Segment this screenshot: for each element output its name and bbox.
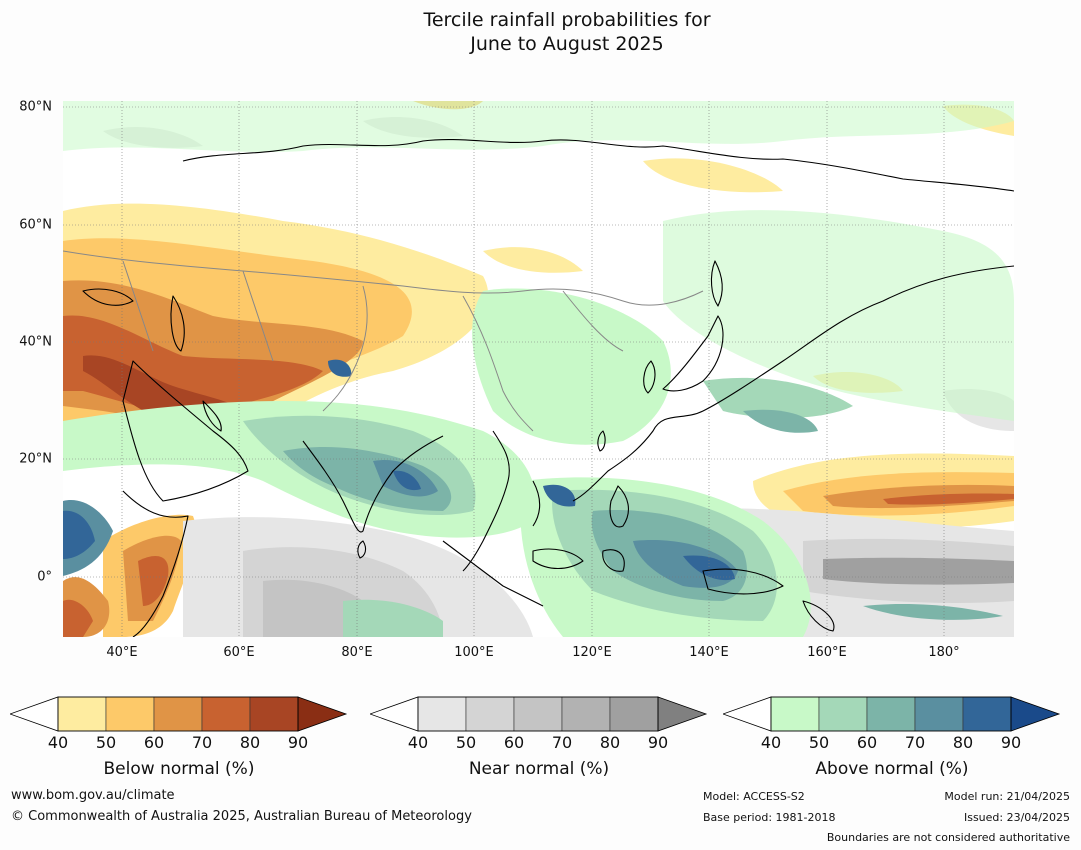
lon-label-60e: 60°E — [223, 645, 255, 660]
near-tick-90: 90 — [647, 733, 669, 752]
colorbar-right-extension — [297, 696, 348, 732]
above-tick-80: 80 — [952, 733, 974, 752]
colorbar-swatch-3 — [153, 696, 203, 732]
title-line-1: Tercile rainfall probabilities for — [423, 9, 711, 31]
above-tick-50: 50 — [808, 733, 830, 752]
model-run-text: Model run: 21/04/2025 — [944, 790, 1070, 803]
lon-label-180: 180° — [928, 645, 960, 660]
colorbar-swatch-2 — [105, 696, 155, 732]
near-tick-80: 80 — [599, 733, 621, 752]
lon-label-160e: 160°E — [807, 645, 847, 660]
colorbar-swatch-3 — [513, 696, 563, 732]
title-line-2: June to August 2025 — [470, 33, 664, 55]
near-tick-40: 40 — [407, 733, 429, 752]
near-tick-70: 70 — [551, 733, 573, 752]
copyright-text: © Commonwealth of Australia 2025, Austra… — [11, 809, 472, 824]
above-normal-colorbar — [723, 696, 1061, 732]
forecast-map-svg — [63, 101, 1014, 637]
colorbar-outline — [770, 696, 1012, 732]
colorbar-swatch-5 — [962, 696, 1012, 732]
lat-label-80n: 80°N — [19, 99, 52, 115]
lat-label-20n: 20°N — [19, 451, 52, 467]
above-normal-region — [63, 101, 1014, 637]
near-tick-50: 50 — [455, 733, 477, 752]
coastlines — [82, 139, 1014, 637]
near-normal-label: Near normal (%) — [468, 759, 610, 779]
near-normal-colorbar — [370, 696, 708, 732]
colorbar-swatch-4 — [561, 696, 611, 732]
map-title: Tercile rainfall probabilities for June … — [0, 8, 1081, 56]
colorbar-swatch-5 — [249, 696, 299, 732]
colorbar-left-extension — [10, 696, 59, 732]
lon-label-80e: 80°E — [341, 645, 373, 660]
colorbar-swatch-1 — [770, 696, 820, 732]
near-tick-60: 60 — [503, 733, 525, 752]
above-tick-40: 40 — [760, 733, 782, 752]
below-normal-colorbar — [10, 696, 348, 732]
above-tick-70: 70 — [904, 733, 926, 752]
colorbar-right-extension — [657, 696, 708, 732]
below-tick-70: 70 — [191, 733, 213, 752]
model-text: Model: ACCESS-S2 — [703, 790, 805, 803]
colorbar-right-extension — [1010, 696, 1061, 732]
colorbar-swatches — [723, 696, 1061, 732]
colorbar-swatch-3 — [866, 696, 916, 732]
below-tick-90: 90 — [287, 733, 309, 752]
boundaries-note: Boundaries are not considered authoritat… — [826, 831, 1070, 844]
website-link[interactable]: www.bom.gov.au/climate — [11, 788, 175, 803]
lat-label-60n: 60°N — [19, 217, 52, 233]
lat-label-40n: 40°N — [19, 334, 52, 350]
below-normal-region — [63, 101, 1014, 637]
below-tick-50: 50 — [95, 733, 117, 752]
below-tick-40: 40 — [47, 733, 69, 752]
country-boundaries — [63, 250, 704, 432]
above-normal-label: Above normal (%) — [815, 759, 969, 779]
colorbar-outline — [417, 696, 659, 732]
below-tick-60: 60 — [143, 733, 165, 752]
colorbar-swatches — [10, 696, 348, 732]
colorbar-swatch-2 — [818, 696, 868, 732]
colorbar-swatch-5 — [609, 696, 659, 732]
colorbar-left-extension — [370, 696, 419, 732]
lat-label-0: 0° — [37, 569, 52, 585]
colorbar-swatch-1 — [417, 696, 467, 732]
colorbar-swatch-4 — [201, 696, 251, 732]
lon-label-120e: 120°E — [572, 645, 612, 660]
forecast-map[interactable] — [63, 101, 1014, 637]
base-period-text: Base period: 1981-2018 — [703, 811, 836, 824]
colorbar-left-extension — [723, 696, 772, 732]
lon-label-100e: 100°E — [454, 645, 494, 660]
above-tick-90: 90 — [1000, 733, 1022, 752]
graticule — [63, 101, 1014, 637]
colorbar-swatch-2 — [465, 696, 515, 732]
colorbar-swatch-4 — [914, 696, 964, 732]
lon-label-40e: 40°E — [106, 645, 138, 660]
lon-label-140e: 140°E — [689, 645, 729, 660]
colorbar-swatch-1 — [57, 696, 107, 732]
above-tick-60: 60 — [856, 733, 878, 752]
colorbar-swatches — [370, 696, 708, 732]
below-normal-label: Below normal (%) — [103, 759, 255, 779]
issued-text: Issued: 23/04/2025 — [963, 811, 1070, 824]
colorbar-outline — [57, 696, 299, 732]
below-tick-80: 80 — [239, 733, 261, 752]
